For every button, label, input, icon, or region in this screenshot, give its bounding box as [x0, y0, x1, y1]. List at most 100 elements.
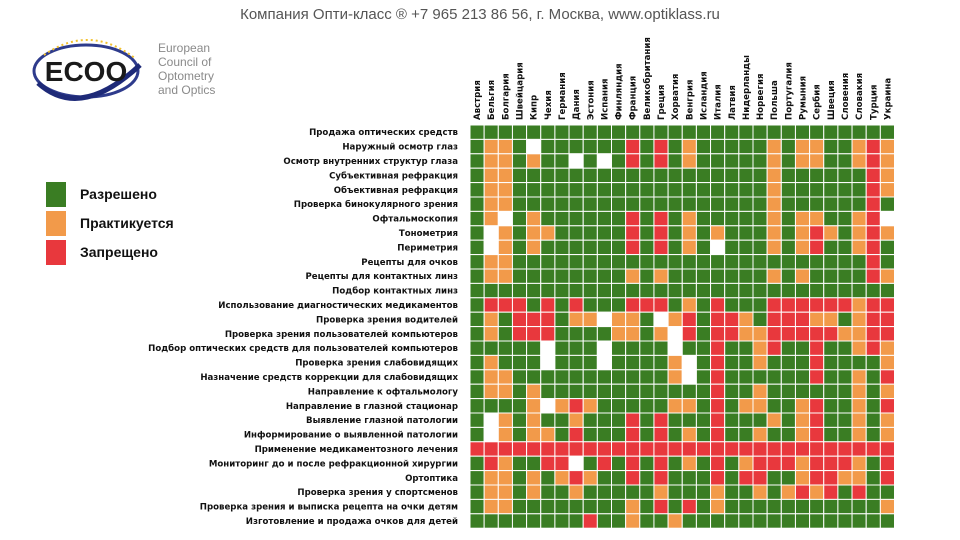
heatmap-cell	[724, 484, 740, 500]
heatmap-cell	[724, 297, 740, 313]
heatmap-cell	[639, 138, 655, 155]
heatmap-cell	[710, 124, 726, 140]
heatmap-cell	[596, 167, 612, 184]
heatmap-cell	[681, 441, 697, 457]
heatmap-cell	[724, 124, 740, 140]
heatmap-cell	[823, 326, 839, 342]
heatmap-cell	[710, 498, 726, 515]
heatmap-cell	[865, 297, 881, 313]
heatmap-cell	[667, 282, 683, 299]
heatmap-cell	[582, 167, 598, 184]
heatmap-cell	[809, 311, 825, 328]
column-label: Италия	[714, 84, 724, 120]
heatmap-cell	[823, 282, 839, 299]
heatmap-cell	[568, 254, 584, 270]
heatmap-cell	[540, 441, 556, 457]
heatmap-cell	[497, 311, 513, 328]
heatmap-cell	[511, 326, 528, 342]
heatmap-cell	[653, 383, 669, 400]
heatmap-cell	[681, 311, 697, 328]
heatmap-cell	[809, 354, 825, 371]
heatmap-cell	[653, 282, 669, 299]
heatmap-cell	[554, 455, 570, 472]
heatmap-cell	[653, 196, 669, 212]
heatmap-cell	[780, 254, 796, 270]
heatmap-cell	[625, 311, 641, 328]
heatmap-cell	[695, 282, 712, 299]
heatmap-cell	[879, 340, 895, 356]
heatmap-cell	[611, 340, 627, 356]
row-label: Использование диагностических медикамент…	[218, 301, 458, 311]
heatmap-cell	[611, 470, 627, 486]
heatmap-cell	[695, 326, 712, 342]
heatmap-cell	[582, 297, 598, 313]
heatmap-cell	[794, 354, 811, 371]
heatmap-cell	[497, 326, 513, 342]
heatmap-cell	[710, 239, 726, 256]
heatmap-cell	[794, 513, 811, 529]
heatmap-cell	[738, 297, 754, 313]
heatmap-cell	[837, 182, 853, 198]
heatmap-cell	[823, 383, 839, 400]
heatmap-cell	[879, 167, 895, 184]
heatmap-cell	[809, 426, 825, 443]
column-label: Эстония	[586, 80, 596, 120]
heatmap-cell	[766, 484, 782, 500]
heatmap-cell	[596, 455, 612, 472]
heatmap-cell	[809, 239, 825, 256]
heatmap-cell	[625, 354, 641, 371]
heatmap-cell	[568, 153, 584, 169]
heatmap-cell	[611, 210, 627, 227]
row-label: Офтальмоскопия	[372, 215, 458, 225]
heatmap-cell	[823, 455, 839, 472]
heatmap-cell	[667, 383, 683, 400]
heatmap-cell	[497, 484, 513, 500]
heatmap-cell	[851, 513, 867, 529]
row-label: Подбор контактных линз	[332, 286, 458, 297]
heatmap-cell	[794, 254, 811, 270]
column-label: Исландия	[699, 71, 709, 120]
heatmap-cell	[780, 340, 796, 356]
heatmap-cell	[752, 268, 768, 284]
heatmap-cell	[794, 225, 811, 241]
heatmap-cell	[568, 441, 584, 457]
heatmap-cell	[851, 311, 867, 328]
heatmap-cell	[483, 470, 499, 486]
row-label: Рецепты для очков	[361, 258, 458, 268]
heatmap-cell	[653, 455, 669, 472]
heatmap-cell	[497, 282, 513, 299]
heatmap-cell	[497, 268, 513, 284]
heatmap-cell	[837, 210, 853, 227]
heatmap-cell	[865, 153, 881, 169]
heatmap-cell	[667, 398, 683, 414]
heatmap-cell	[497, 383, 513, 400]
heatmap-cell	[780, 297, 796, 313]
heatmap-cell	[809, 484, 825, 500]
heatmap-cell	[568, 282, 584, 299]
heatmap-cell	[865, 167, 881, 184]
heatmap-cell	[667, 311, 683, 328]
heatmap-cell	[568, 225, 584, 241]
heatmap-cell	[794, 124, 811, 140]
heatmap-cell	[639, 426, 655, 443]
heatmap-cell	[554, 138, 570, 155]
heatmap-cell	[625, 268, 641, 284]
heatmap-cell	[809, 138, 825, 155]
heatmap-cell	[483, 326, 499, 342]
heatmap-cell	[511, 138, 528, 155]
heatmap-cell	[879, 455, 895, 472]
heatmap-cell	[724, 398, 740, 414]
heatmap-cell	[540, 239, 556, 256]
row-label: Субъективная рефракция	[329, 170, 458, 181]
heatmap-cell	[568, 124, 584, 140]
heatmap-cell	[752, 340, 768, 356]
heatmap-cell	[879, 297, 895, 313]
heatmap-cell	[710, 225, 726, 241]
heatmap-cell	[851, 297, 867, 313]
heatmap-cell	[823, 225, 839, 241]
heatmap-cell	[695, 311, 712, 328]
heatmap-cell	[653, 513, 669, 529]
heatmap-cell	[511, 426, 528, 443]
heatmap-cell	[469, 412, 485, 428]
